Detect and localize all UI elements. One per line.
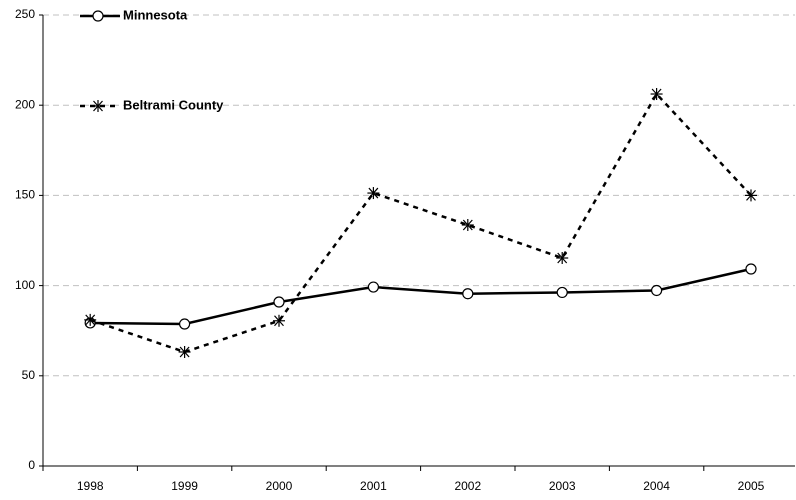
marker	[367, 281, 379, 293]
marker	[745, 189, 757, 202]
x-tick-label: 2000	[266, 479, 293, 493]
y-tick-label: 100	[15, 278, 35, 292]
series-line	[89, 91, 752, 354]
legend-label: Beltrami County	[123, 97, 224, 112]
marker	[462, 288, 474, 300]
marker	[178, 345, 191, 358]
y-tick-label: 150	[15, 188, 35, 202]
marker	[179, 318, 191, 330]
marker	[84, 313, 97, 326]
x-tick-label: 1999	[171, 479, 198, 493]
marker	[650, 284, 663, 297]
x-tick-label: 2003	[549, 479, 576, 493]
marker	[745, 263, 757, 275]
y-tick-label: 200	[15, 97, 35, 111]
marker	[273, 296, 285, 308]
y-tick-label: 0	[28, 458, 35, 472]
x-tick-label: 2001	[360, 479, 387, 493]
marker	[556, 286, 568, 299]
marker	[556, 251, 569, 264]
x-tick-label: 2004	[643, 479, 670, 493]
marker	[367, 187, 380, 200]
y-tick-label: 250	[15, 7, 35, 21]
x-tick-label: 1998	[77, 479, 104, 493]
marker	[650, 88, 663, 101]
y-tick-label: 50	[22, 368, 36, 382]
series-line	[90, 267, 752, 326]
x-tick-label: 2005	[738, 479, 765, 493]
marker	[92, 100, 104, 112]
legend-label: Minnesota	[123, 7, 188, 22]
marker	[273, 314, 285, 327]
marker	[461, 218, 474, 231]
x-tick-label: 2002	[454, 479, 481, 493]
marker	[92, 10, 104, 22]
